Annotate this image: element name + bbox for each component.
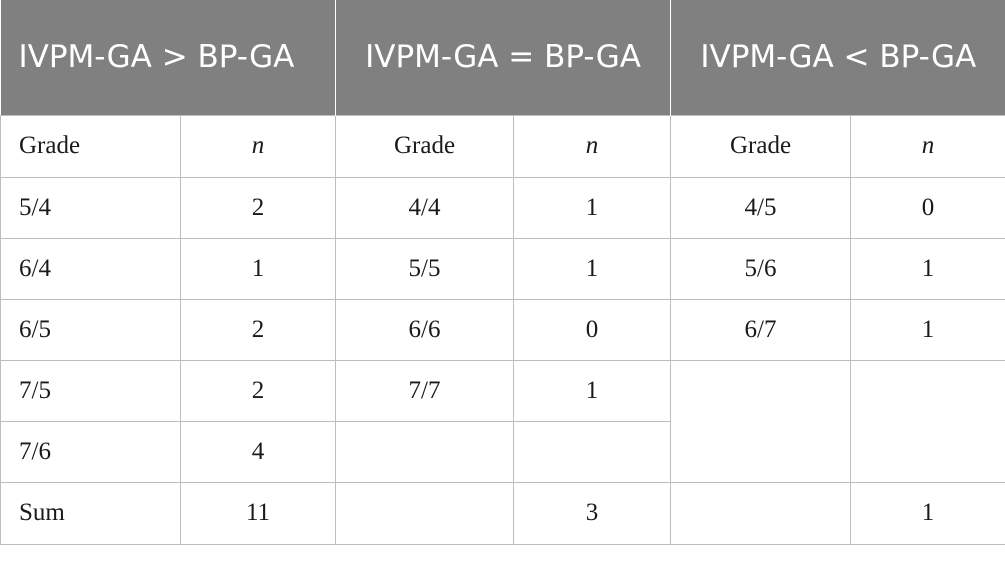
- group-header-less: IVPM-GA < BP-GA: [670, 0, 1005, 115]
- lt-grade-cell: 4/5: [670, 176, 852, 239]
- eq-n-cell: 1: [513, 237, 672, 300]
- subheader-grade-gt: Grade: [0, 114, 181, 178]
- gt-n-cell: 2: [179, 176, 337, 239]
- lt-empty-cell: [670, 359, 852, 483]
- eq-grade-cell: 7/7: [335, 359, 515, 422]
- eq-grade-cell: 5/5: [335, 237, 515, 300]
- eq-grade-cell: 4/4: [335, 176, 515, 239]
- lt-sum-empty: [670, 481, 852, 545]
- group-header-equal: IVPM-GA = BP-GA: [335, 0, 672, 115]
- table-row: 6/5 2 6/6 0 6/7 1: [0, 298, 1005, 361]
- gt-grade-cell: 6/4: [0, 237, 181, 300]
- lt-grade-cell: 5/6: [670, 237, 852, 300]
- eq-sum-empty: [335, 481, 515, 545]
- lt-grade-cell: 6/7: [670, 298, 852, 361]
- eq-n-cell: 1: [513, 176, 672, 239]
- subheader-n-gt: n: [179, 114, 337, 178]
- subheader-row: Grade n Grade n Grade n: [0, 114, 1005, 178]
- eq-n-cell: 1: [513, 359, 672, 422]
- gt-sum-value: 11: [179, 481, 337, 545]
- group-header-greater: IVPM-GA > BP-GA: [0, 0, 337, 115]
- sum-row: Sum 11 3 1: [0, 481, 1005, 545]
- gt-grade-cell: 5/4: [0, 176, 181, 239]
- lt-n-cell: 0: [850, 176, 1005, 239]
- lt-n-cell: 1: [850, 298, 1005, 361]
- gt-grade-cell: 7/6: [0, 420, 181, 483]
- gt-n-cell: 2: [179, 359, 337, 422]
- eq-n-cell: 0: [513, 298, 672, 361]
- table-row: 5/4 2 4/4 1 4/5 0: [0, 176, 1005, 239]
- lt-sum-value: 1: [850, 481, 1005, 545]
- gt-n-cell: 1: [179, 237, 337, 300]
- sum-label: Sum: [0, 481, 181, 545]
- table-row: 7/6 4: [0, 420, 1005, 483]
- table-row: 7/5 2 7/7 1: [0, 359, 1005, 483]
- subheader-n-lt: n: [850, 114, 1005, 178]
- eq-grade-cell: 6/6: [335, 298, 515, 361]
- eq-empty-cell: [513, 420, 672, 483]
- subheader-grade-eq: Grade: [335, 114, 515, 178]
- gt-grade-cell: 7/5: [0, 359, 181, 422]
- gt-grade-cell: 6/5: [0, 298, 181, 361]
- gt-n-cell: 4: [179, 420, 337, 483]
- subheader-n-eq: n: [513, 114, 672, 178]
- gt-n-cell: 2: [179, 298, 337, 361]
- eq-empty-cell: [335, 420, 515, 483]
- table-row: 6/4 1 5/5 1 5/6 1: [0, 237, 1005, 300]
- eq-sum-value: 3: [513, 481, 672, 545]
- group-header-row: IVPM-GA > BP-GA IVPM-GA = BP-GA IVPM-GA …: [0, 0, 1005, 115]
- lt-n-cell: 1: [850, 237, 1005, 300]
- lt-empty-cell: [850, 359, 1005, 483]
- subheader-grade-lt: Grade: [670, 114, 852, 178]
- grade-comparison-table: IVPM-GA > BP-GA IVPM-GA = BP-GA IVPM-GA …: [0, 0, 1005, 545]
